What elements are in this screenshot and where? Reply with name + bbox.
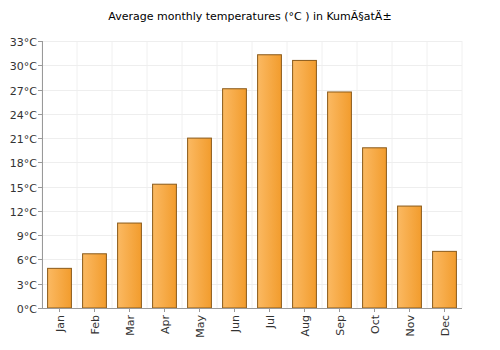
y-tick-label: 21°C: [10, 133, 37, 146]
grid-line: [42, 41, 462, 42]
y-tick: [38, 308, 42, 309]
x-tick: [129, 308, 130, 312]
bar: [83, 254, 107, 308]
x-tick-label: Dec: [439, 315, 452, 336]
y-tick: [38, 41, 42, 42]
y-tick-label: 30°C: [10, 60, 37, 73]
grid: [42, 41, 462, 309]
v-grid-line: [462, 41, 463, 308]
bar: [258, 55, 282, 308]
v-grid-line: [217, 41, 218, 308]
y-tick: [38, 90, 42, 91]
bar: [363, 148, 387, 308]
y-tick-label: 27°C: [10, 85, 37, 98]
y-tick: [38, 187, 42, 188]
x-axis: [42, 308, 462, 309]
grid-line: [42, 114, 462, 115]
x-tick-label: Sep: [334, 315, 347, 336]
y-tick-label: 12°C: [10, 206, 37, 219]
x-tick: [59, 308, 60, 312]
x-tick: [339, 308, 340, 312]
y-tick-label: 24°C: [10, 109, 37, 122]
x-tick-label: Mar: [124, 315, 137, 336]
bar: [118, 223, 142, 308]
x-tick: [164, 308, 165, 312]
x-tick-label: Jun: [229, 315, 242, 333]
y-tick: [38, 114, 42, 115]
x-tick: [234, 308, 235, 312]
x-tick: [269, 308, 270, 312]
bar: [293, 60, 317, 308]
x-tick: [304, 308, 305, 312]
y-tick: [38, 259, 42, 260]
grid-line: [42, 65, 462, 66]
y-tick-label: 15°C: [10, 182, 37, 195]
v-grid-line: [392, 41, 393, 308]
y-tick-label: 3°C: [17, 279, 37, 292]
y-tick: [38, 211, 42, 212]
bar: [398, 206, 422, 308]
v-grid-line: [77, 41, 78, 308]
y-tick: [38, 162, 42, 163]
v-grid-line: [182, 41, 183, 308]
y-tick-label: 18°C: [10, 157, 37, 170]
bar: [223, 89, 247, 308]
v-grid-line: [147, 41, 148, 308]
bars: [48, 55, 457, 308]
x-tick: [374, 308, 375, 312]
y-tick-label: 6°C: [17, 254, 37, 267]
x-tick-label: Oct: [369, 314, 382, 334]
x-tick-label: May: [194, 315, 207, 338]
grid-line: [42, 308, 462, 309]
y-tick: [38, 138, 42, 139]
y-axis: [42, 41, 43, 308]
y-tick: [38, 65, 42, 66]
x-tick-label: Feb: [89, 315, 102, 334]
y-tick-label: 33°C: [10, 36, 37, 49]
y-tick-label: 0°C: [17, 303, 37, 316]
v-grid-line: [112, 41, 113, 308]
v-grid-line: [322, 41, 323, 308]
grid-line: [42, 162, 462, 163]
x-tick: [444, 308, 445, 312]
chart-svg: Average monthly temperatures (°C ) in Ku…: [0, 0, 500, 350]
y-tick: [38, 235, 42, 236]
x-tick: [409, 308, 410, 312]
bar: [328, 92, 352, 308]
x-tick-label: Jan: [54, 315, 67, 333]
y-tick: [38, 284, 42, 285]
v-grid-line: [42, 41, 43, 308]
x-tick: [94, 308, 95, 312]
x-tick: [199, 308, 200, 312]
bar: [433, 251, 457, 308]
bar: [48, 268, 72, 308]
bar: [153, 184, 177, 308]
chart-container: Average monthly temperatures (°C ) in Ku…: [0, 0, 500, 350]
v-grid-line: [252, 41, 253, 308]
x-tick-label: Jul: [264, 315, 277, 329]
x-tick-label: Apr: [159, 315, 172, 335]
v-grid-line: [287, 41, 288, 308]
grid-line: [42, 187, 462, 188]
grid-line: [42, 90, 462, 91]
y-tick-label: 9°C: [17, 230, 37, 243]
grid-line: [42, 138, 462, 139]
v-grid-line: [357, 41, 358, 308]
x-tick-label: Nov: [404, 315, 417, 337]
title: Average monthly temperatures (°C ) in Ku…: [108, 10, 391, 23]
v-grid-line: [427, 41, 428, 308]
bar: [188, 138, 212, 308]
x-tick-label: Aug: [299, 315, 312, 336]
